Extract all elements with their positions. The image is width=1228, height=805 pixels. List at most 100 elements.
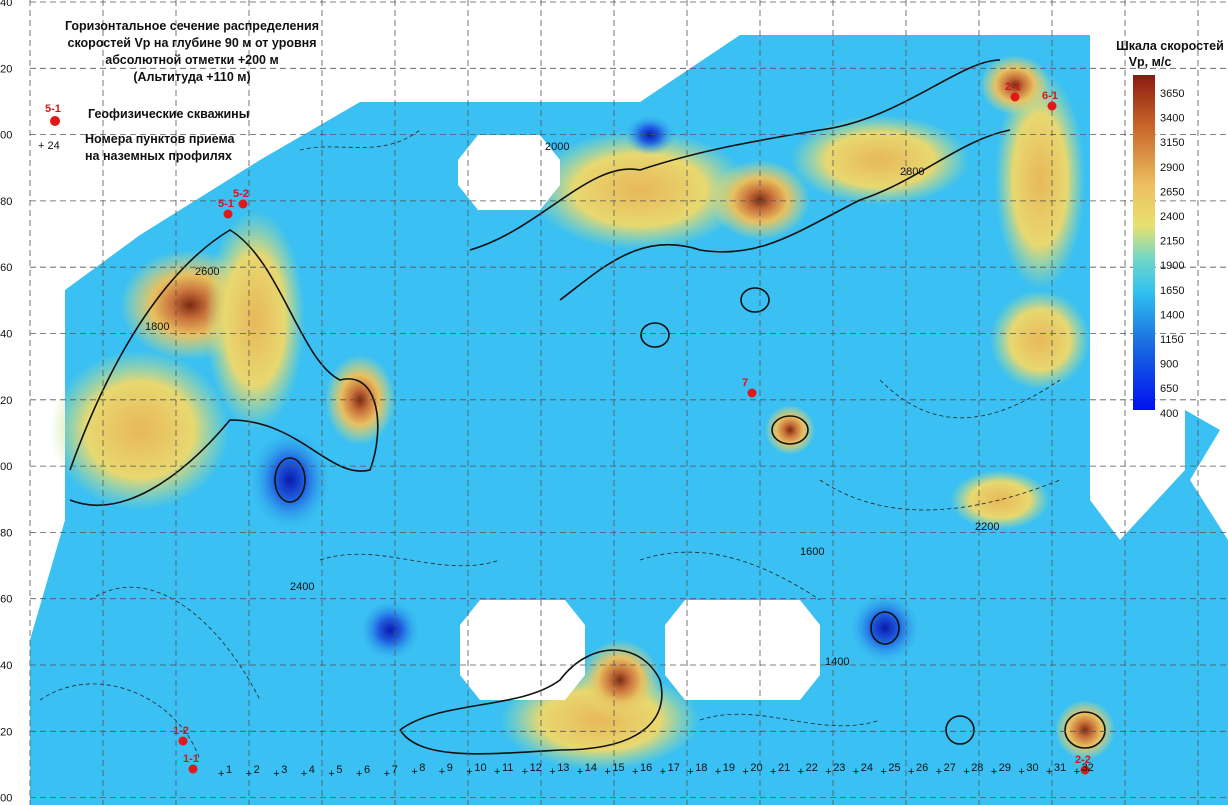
contour-label: 1800 [145, 321, 169, 333]
well-marker [747, 388, 757, 398]
legend-well-sample: 5-1 [45, 103, 61, 115]
profile-point: 7 [392, 764, 398, 776]
profile-point: 29 [999, 762, 1011, 774]
well-marker [1047, 101, 1057, 111]
y-label: 460 [0, 594, 12, 606]
profile-cross: + [439, 766, 445, 778]
profile-cross: + [494, 766, 500, 778]
y-label: 500 [0, 461, 12, 473]
y-label: 420 [0, 726, 12, 738]
well-label: 7 [742, 377, 748, 389]
contours [39, 59, 1106, 761]
y-label: 520 [0, 395, 12, 407]
profile-point: 8 [419, 762, 425, 774]
profile-point: 18 [695, 762, 707, 774]
scale-label: 2150 [1160, 236, 1184, 248]
profile-cross: + [273, 768, 279, 780]
profile-cross: + [577, 766, 583, 778]
profile-point: 27 [944, 762, 956, 774]
profile-cross: + [880, 766, 886, 778]
scale-label: 650 [1160, 383, 1178, 395]
profile-cross: + [770, 766, 776, 778]
well-label: 2-1 [1005, 81, 1021, 93]
profile-point: 12 [530, 762, 542, 774]
scale-label: 1150 [1160, 334, 1184, 346]
profile-cross: + [466, 766, 472, 778]
profile-point: 20 [750, 762, 762, 774]
scale-label: 1650 [1160, 285, 1184, 297]
contour-label: 2000 [545, 141, 569, 153]
well-marker [188, 764, 198, 774]
profile-cross: + [549, 766, 555, 778]
profile-cross: + [218, 768, 224, 780]
profile-point: 1 [226, 764, 232, 776]
profile-point: 4 [309, 764, 315, 776]
well-label: 5-2 [233, 188, 249, 200]
scale-label: 400 [1160, 408, 1178, 420]
profile-cross: + [328, 768, 334, 780]
legend-point-sample: + 24 [38, 140, 60, 152]
map-body [30, 35, 1228, 805]
profile-point: 25 [888, 762, 900, 774]
well-label: 2-2 [1075, 754, 1091, 766]
contour-label: 2400 [290, 581, 314, 593]
profile-cross: + [522, 766, 528, 778]
profile-cross: + [384, 768, 390, 780]
y-label: 540 [0, 329, 12, 341]
profile-cross: + [687, 766, 693, 778]
profile-cross: + [604, 766, 610, 778]
profile-point: 10 [474, 762, 486, 774]
profile-cross: + [991, 766, 997, 778]
scale-title: Vp, м/с [1129, 55, 1172, 69]
profile-point: 31 [1054, 762, 1066, 774]
profile-cross: + [1074, 766, 1080, 778]
contour-label: 2800 [900, 166, 924, 178]
title-line: Горизонтальное сечение распределения [65, 19, 319, 33]
profile-cross: + [660, 766, 666, 778]
y-label: 480 [0, 527, 12, 539]
profile-cross: + [1018, 766, 1024, 778]
y-label: 440 [0, 660, 12, 672]
profile-point: 23 [833, 762, 845, 774]
profile-cross: + [715, 766, 721, 778]
color-scale: Шкала скоростей Vp, м/с [1116, 39, 1224, 410]
y-label: 400 [0, 793, 12, 805]
well-label: 1-2 [173, 725, 189, 737]
profile-point: 3 [281, 764, 287, 776]
well-marker [238, 199, 248, 209]
scale-label: 3650 [1160, 88, 1184, 100]
profile-cross: + [411, 766, 417, 778]
profile-cross: + [853, 766, 859, 778]
y-label: 580 [0, 196, 12, 208]
profile-point: 6 [364, 764, 370, 776]
scale-label: 1400 [1160, 309, 1184, 321]
profile-cross: + [301, 768, 307, 780]
legend: 5-1 Геофизические скважины + 24 Номера п… [38, 103, 249, 163]
well-label: 6-1 [1042, 90, 1058, 102]
legend-point-label: Номера пунктов приема [85, 132, 236, 146]
title-line: абсолютной отметки +200 м [105, 53, 278, 67]
profile-point: 5 [336, 764, 342, 776]
profile-cross: + [798, 766, 804, 778]
profile-cross: + [246, 768, 252, 780]
contour-label: 2200 [975, 521, 999, 533]
title-line: (Альтитуда +110 м) [133, 70, 250, 84]
y-label: 640 [0, 0, 12, 9]
well-label: 5-1 [218, 198, 234, 210]
profile-cross: + [742, 766, 748, 778]
y-label: 560 [0, 262, 12, 274]
well-marker [223, 209, 233, 219]
grid [29, 0, 1228, 805]
contour-label: 1400 [825, 656, 849, 668]
contour-label: 1600 [800, 546, 824, 558]
profile-point: 17 [668, 762, 680, 774]
scale-label: 3400 [1160, 113, 1184, 125]
profile-point: 16 [640, 762, 652, 774]
title: Горизонтальное сечение распределения ско… [65, 19, 319, 84]
scale-label: 2650 [1160, 186, 1184, 198]
y-label: 600 [0, 130, 12, 142]
well-label: 1-1 [183, 753, 199, 765]
profile-cross: + [632, 766, 638, 778]
profile-point: 22 [806, 762, 818, 774]
